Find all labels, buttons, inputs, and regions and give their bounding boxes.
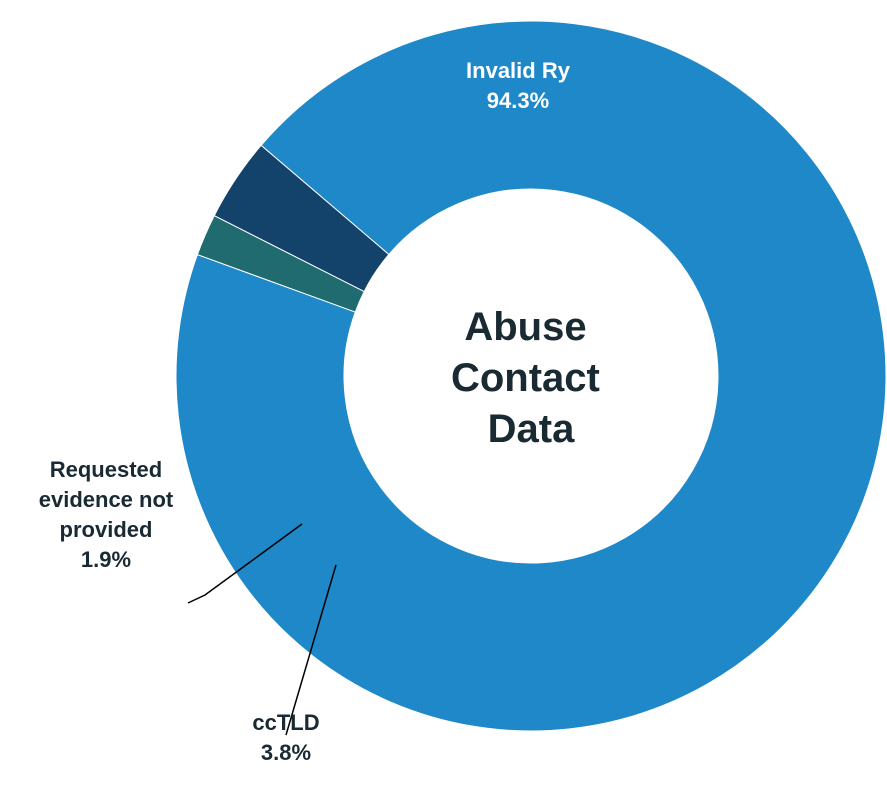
leader-lines <box>187 523 337 736</box>
slice-label-1: Invalid Ry 94.3% <box>466 58 571 113</box>
slice-name-line: provided <box>60 517 153 542</box>
donut-slice-1 <box>175 20 887 732</box>
slice-value: 94.3% <box>487 88 549 113</box>
slice-label-3: Requested evidence not provided 1.9% <box>39 457 174 572</box>
leader-line-2 <box>285 564 337 736</box>
center-title-line-2: Contact <box>451 356 600 400</box>
leader-line-3 <box>187 523 303 604</box>
donut-slices <box>175 20 887 732</box>
slice-label-2: ccTLD 3.8% <box>252 710 319 765</box>
slice-labels: Invalid Ry 94.3% ccTLD 3.8% Requested evidenc… <box>39 58 571 765</box>
slice-name-line: Invalid Ry <box>466 58 571 83</box>
center-title: Abuse Contact Data <box>451 305 611 451</box>
donut-slice-3 <box>196 215 365 313</box>
slice-name-line: Requested <box>50 457 162 482</box>
slice-value: 1.9% <box>81 547 131 572</box>
slice-name-line: evidence not <box>39 487 174 512</box>
slice-value: 3.8% <box>261 740 311 765</box>
slice-name-line: ccTLD <box>252 710 319 735</box>
center-title-line-3: Data <box>488 407 575 451</box>
center-title-line-1: Abuse <box>464 305 586 349</box>
